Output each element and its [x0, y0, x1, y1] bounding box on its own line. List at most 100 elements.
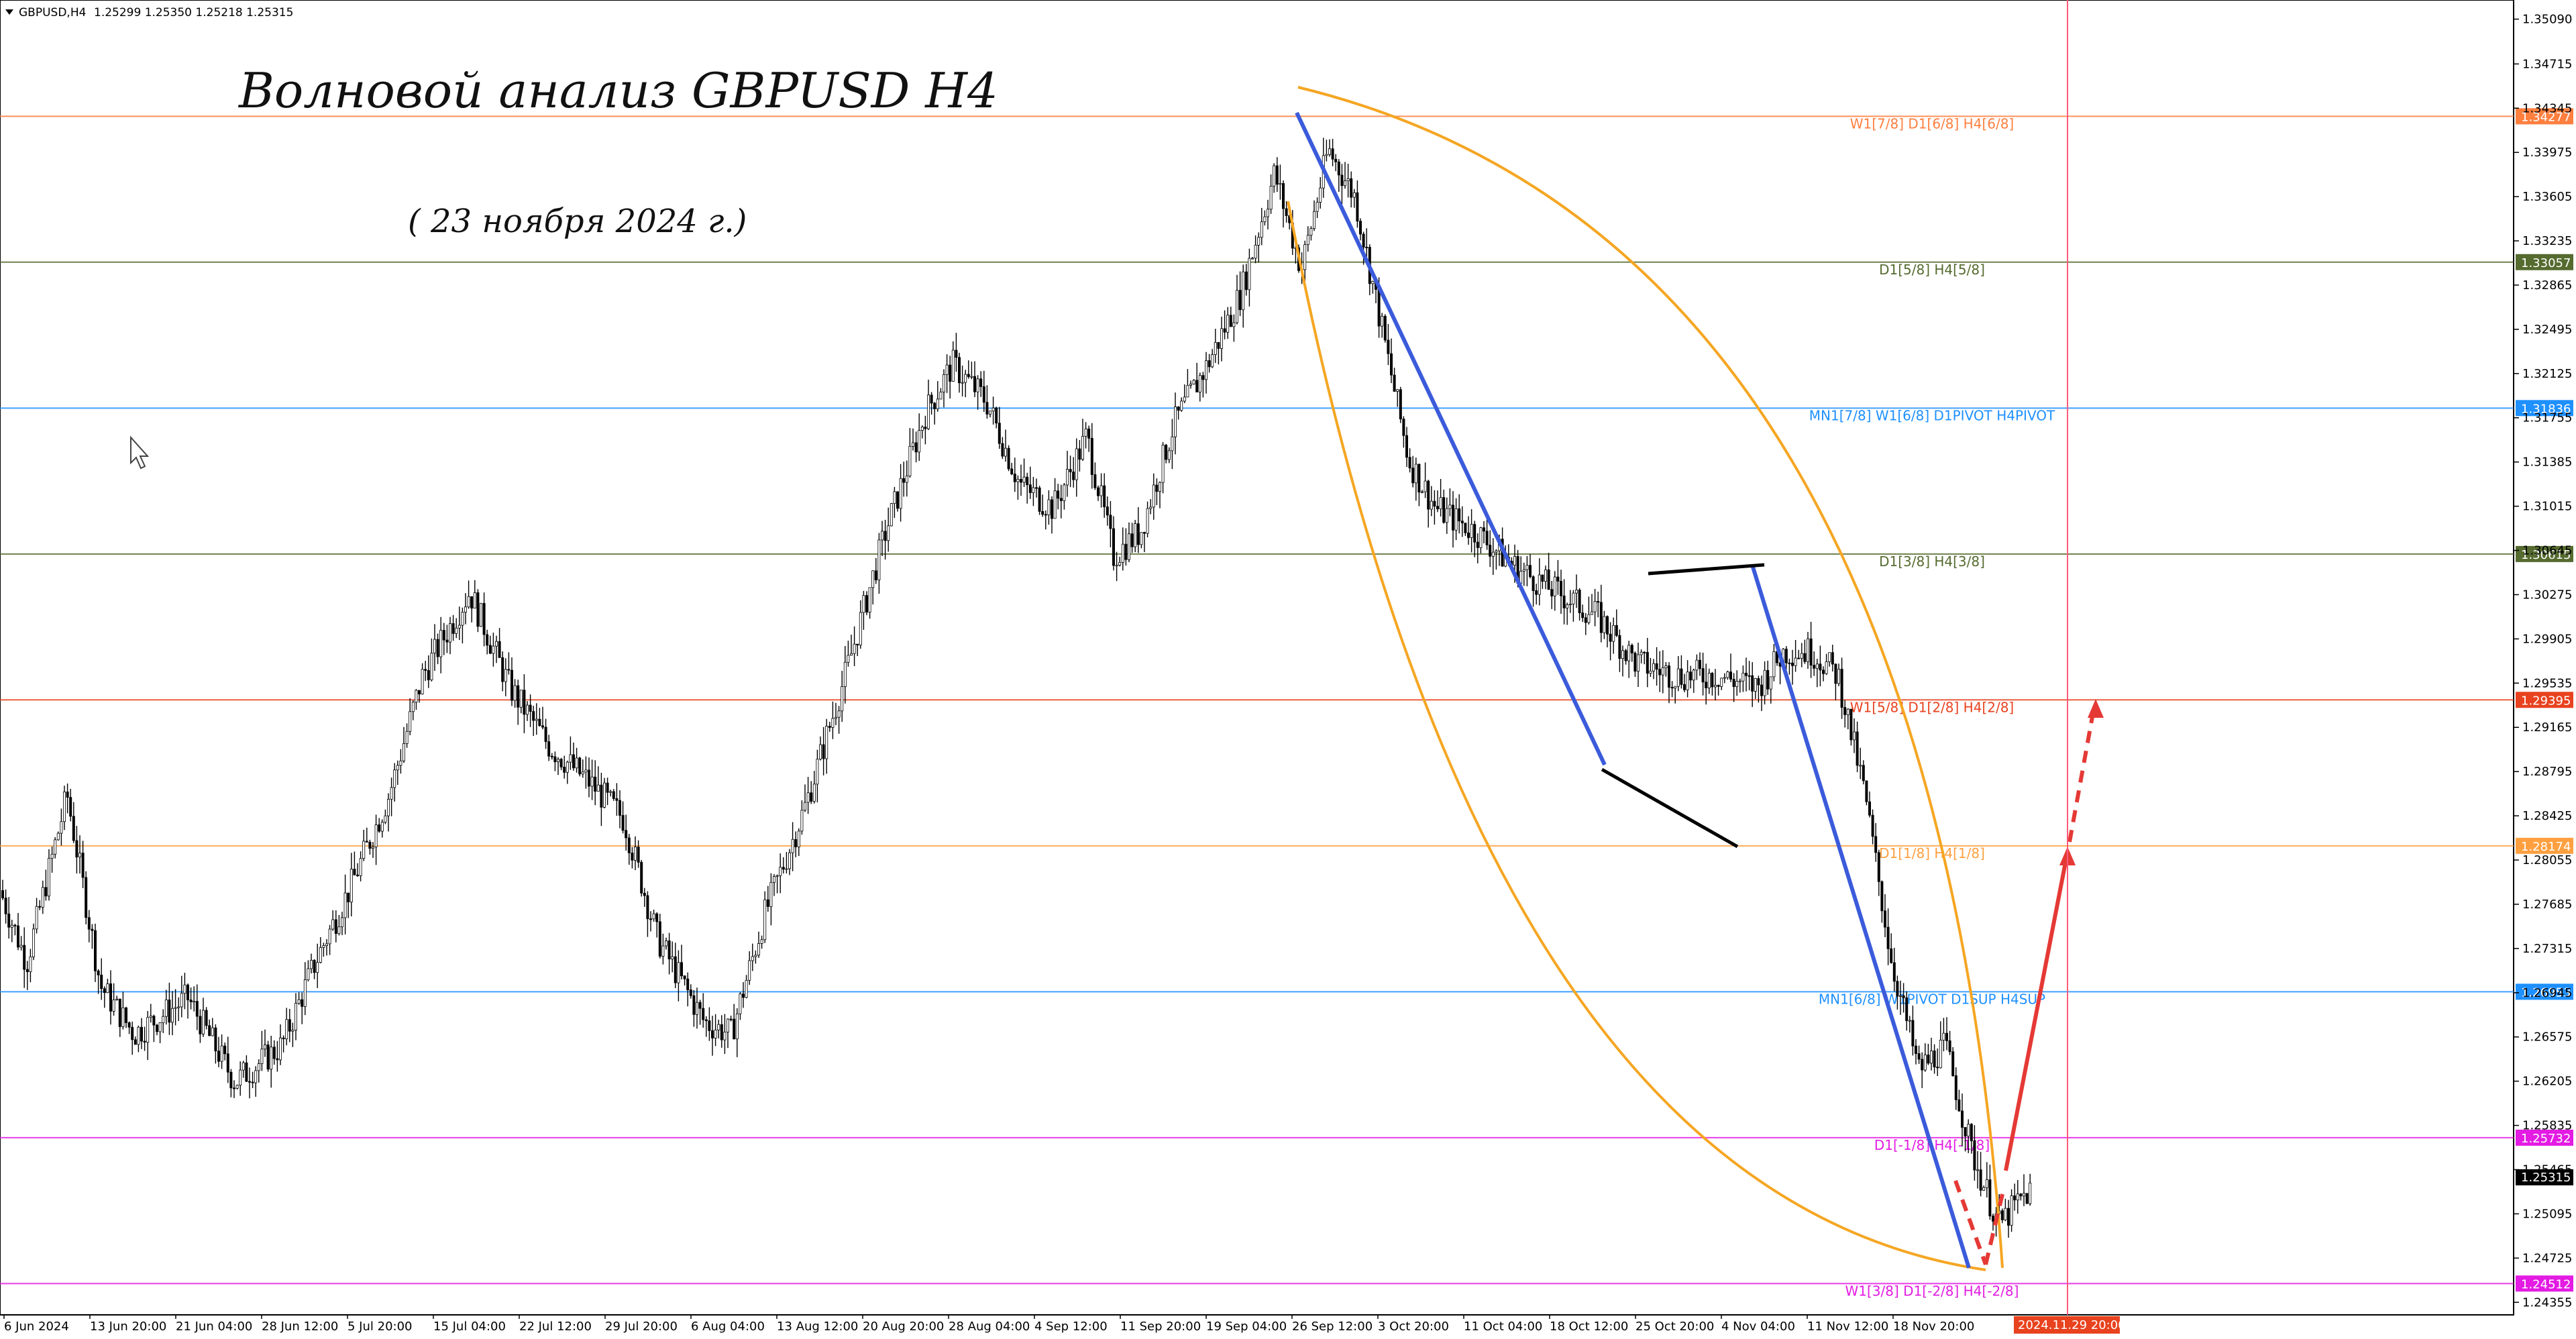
collapse-triangle-icon[interactable]	[5, 9, 13, 15]
ohlc-readout: 1.25299 1.25350 1.25218 1.25315	[94, 6, 293, 19]
candle-body	[1269, 186, 1273, 210]
candle-body	[313, 959, 316, 973]
candle-body	[1236, 290, 1239, 323]
candle-body	[149, 1016, 152, 1018]
candle-body	[559, 759, 563, 767]
candle-body	[717, 1024, 720, 1030]
candle-body	[1605, 616, 1609, 635]
candle-body	[711, 1030, 714, 1038]
candle-body	[631, 852, 634, 861]
candle-body	[1871, 814, 1874, 837]
candle-body	[1587, 614, 1591, 623]
candle-body	[754, 955, 757, 957]
wave-line-2	[1750, 564, 1971, 1269]
price-axis: 1.35090 1.34715 1.34345 1.33975 1.33605 1.332…	[2514, 13, 2572, 1309]
candle-body	[480, 602, 483, 627]
candle-body	[708, 1020, 711, 1031]
candle-body	[1393, 374, 1396, 392]
candle-body	[23, 945, 26, 970]
candle-body	[1352, 192, 1356, 198]
candle-body	[208, 1025, 211, 1036]
candle-body	[1180, 400, 1183, 411]
candle-body	[137, 1026, 140, 1045]
candle-body	[378, 824, 381, 832]
candle-body	[1609, 633, 1612, 642]
candle-body	[918, 430, 921, 453]
candle-body	[683, 975, 686, 979]
date-tick-20: 4 Nov 04:00	[1721, 1320, 1795, 1334]
candle-body	[1970, 1124, 1973, 1142]
candle-body	[10, 924, 13, 928]
candle-body	[1340, 174, 1344, 186]
candle-body	[461, 612, 464, 626]
candle-body	[1198, 375, 1201, 392]
candle-body	[1828, 652, 1831, 662]
candle-body	[29, 956, 32, 973]
candle-body	[794, 839, 798, 847]
candle-body	[1090, 437, 1093, 475]
candle-body	[374, 824, 378, 847]
candle-body	[1020, 479, 1023, 483]
candle-body	[563, 766, 566, 773]
candle-body	[50, 853, 54, 859]
candle-body	[1553, 576, 1556, 596]
candle-body	[2029, 1182, 2032, 1204]
candle-body	[696, 1002, 699, 1015]
level-price-badge-7	[2516, 1129, 2573, 1146]
candle-body	[1701, 668, 1705, 683]
candle-body	[958, 357, 961, 384]
candle-body	[1843, 707, 1847, 715]
candle-body	[1448, 504, 1452, 509]
candle-body	[309, 959, 313, 969]
candle-body	[387, 798, 390, 816]
date-tick-22: 18 Nov 20:00	[1893, 1320, 1974, 1334]
candle-body	[1720, 678, 1723, 687]
date-tick-10: 20 Aug 20:00	[863, 1320, 944, 1334]
candle-body	[303, 979, 307, 1007]
candle-body	[1417, 464, 1421, 493]
candle-body	[1760, 684, 1763, 696]
candle-body	[920, 427, 924, 431]
price-tick-23: 1.26575	[2522, 1030, 2572, 1045]
date-tick-15: 26 Sep 12:00	[1292, 1320, 1373, 1334]
candle-body	[853, 643, 856, 654]
date-tick-17: 11 Oct 04:00	[1464, 1320, 1542, 1334]
candle-body	[1103, 485, 1106, 507]
candle-body	[1692, 670, 1695, 681]
candle-body	[612, 791, 615, 799]
candle-body	[1627, 645, 1631, 661]
candle-body	[985, 402, 989, 415]
price-tick-16: 1.29165	[2522, 720, 2572, 735]
candle-body	[1689, 672, 1693, 681]
candle-body	[235, 1085, 239, 1089]
candle-body	[1794, 657, 1797, 666]
candle-body	[850, 653, 853, 656]
candle-body	[32, 928, 36, 957]
candle-body	[1896, 981, 1899, 997]
candle-body	[56, 833, 60, 841]
candle-body	[1, 890, 5, 898]
candle-body	[606, 782, 609, 793]
candle-body	[1682, 684, 1686, 690]
plot-area[interactable]	[0, 0, 2514, 1316]
candle-body	[1649, 670, 1652, 674]
candle-body	[427, 670, 430, 680]
candle-body	[1911, 1020, 1915, 1047]
candle-body	[1633, 653, 1637, 672]
candle-body	[418, 690, 421, 694]
candle-body	[757, 943, 761, 956]
candle-body	[1149, 506, 1152, 509]
candle-body	[640, 861, 643, 894]
date-tick-11: 28 Aug 04:00	[949, 1320, 1030, 1334]
time-arc-outer	[1297, 86, 2004, 1269]
candle-body	[665, 941, 668, 947]
current-time-text: 2024.11.29 20:00	[2018, 1318, 2126, 1332]
candle-body	[835, 716, 838, 719]
candle-body	[1260, 221, 1263, 238]
candle-body	[1389, 353, 1393, 376]
candle-body	[278, 1037, 282, 1061]
candle-body	[729, 1018, 733, 1020]
candle-body	[1053, 490, 1057, 519]
candle-body	[1646, 652, 1649, 674]
